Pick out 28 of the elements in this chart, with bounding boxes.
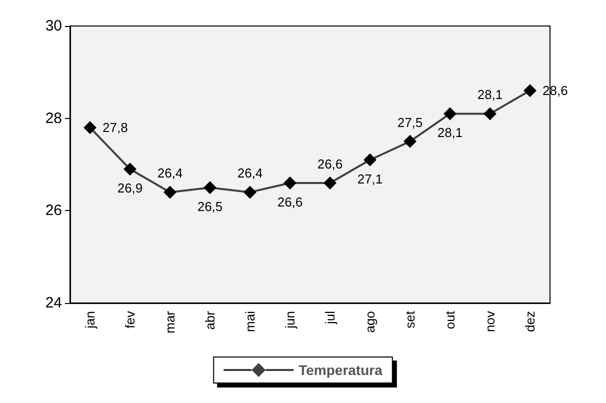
data-label: 26,9 [117, 180, 143, 196]
x-tick-label: abr [202, 310, 218, 330]
x-tick-label: set [402, 310, 418, 328]
y-tick-label: 30 [45, 18, 62, 34]
data-label: 26,4 [157, 166, 183, 181]
data-label: 27,8 [102, 120, 128, 136]
x-tick-label: out [442, 310, 458, 330]
x-tick-label: mar [162, 310, 178, 334]
x-tick-label: dez [522, 311, 538, 332]
x-tick-label: nov [482, 310, 498, 332]
data-label: 28,1 [477, 87, 503, 102]
data-label: 27,1 [357, 171, 383, 186]
data-label: 26,5 [197, 199, 223, 214]
x-tick-label: jul [322, 310, 338, 326]
y-tick-label: 28 [45, 110, 62, 127]
x-tick-label: fev [122, 310, 138, 328]
x-tick-label: jun [282, 311, 298, 330]
x-tick-label: jan [82, 311, 98, 330]
x-tick-label: ago [362, 311, 378, 333]
y-tick-label: 26 [45, 202, 62, 220]
data-label: 26,6 [317, 156, 343, 172]
data-label: 26,4 [237, 166, 263, 181]
y-tick-label: 24 [45, 294, 62, 312]
x-tick-label: mai [242, 310, 258, 332]
data-label: 27,5 [397, 114, 423, 130]
data-label: 28,1 [437, 125, 463, 140]
legend-label: Temperatura [298, 362, 383, 378]
data-label: 26,6 [277, 194, 303, 210]
